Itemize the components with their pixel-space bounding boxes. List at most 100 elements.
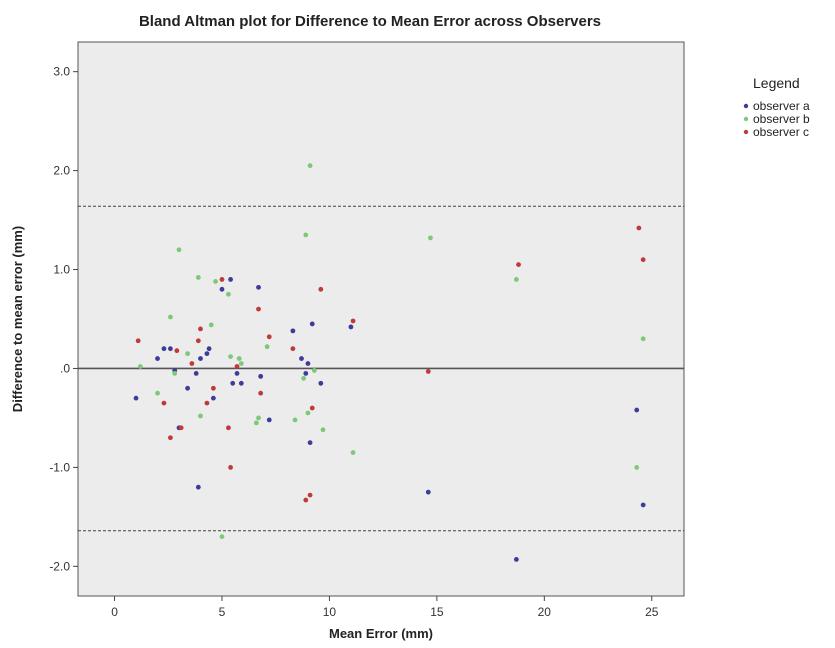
x-tick-label: 5: [219, 605, 226, 619]
data-point: [195, 484, 201, 490]
data-point: [307, 163, 313, 169]
data-point: [189, 361, 195, 366]
data-point: [198, 356, 203, 361]
data-point: [516, 262, 521, 267]
data-point: [264, 344, 270, 350]
data-point: [303, 497, 309, 503]
data-point: [292, 417, 298, 423]
data-point: [195, 338, 201, 344]
data-point: [168, 314, 173, 320]
data-point: [425, 489, 431, 495]
data-point: [198, 413, 203, 419]
data-point: [640, 257, 646, 263]
data-point: [219, 277, 225, 282]
data-point: [219, 286, 225, 292]
x-tick-label: 0: [111, 605, 118, 619]
data-point: [213, 279, 218, 284]
data-point: [318, 380, 324, 386]
data-point: [318, 286, 324, 292]
data-point: [155, 356, 160, 361]
data-point: [303, 232, 309, 238]
data-point: [168, 346, 173, 352]
data-point: [266, 334, 272, 340]
data-point: [176, 247, 182, 253]
data-point: [303, 371, 309, 376]
data-point: [636, 225, 642, 231]
data-point: [226, 291, 231, 297]
data-point: [307, 492, 313, 498]
data-point: [238, 380, 244, 386]
data-points: [133, 163, 646, 562]
legend-marker: [743, 103, 749, 109]
y-axis-label: Difference to mean error (mm): [10, 226, 25, 412]
data-point: [208, 322, 214, 328]
data-point: [168, 435, 173, 441]
series-observer-b: [137, 163, 646, 540]
y-tick-label: 1.0: [53, 263, 70, 277]
data-point: [228, 277, 233, 282]
data-point: [253, 420, 259, 426]
plot-area: [77, 41, 685, 597]
data-point: [172, 371, 178, 376]
data-point: [161, 346, 167, 352]
legend-label: observer a: [753, 99, 810, 113]
data-point: [256, 415, 261, 421]
data-point: [256, 306, 261, 312]
y-tick-label: 2.0: [53, 164, 70, 178]
data-point: [210, 395, 216, 401]
data-point: [234, 364, 240, 369]
x-tick-label: 25: [645, 605, 659, 619]
data-point: [309, 321, 315, 327]
x-axis: 0 5 10 15 20 25: [111, 596, 659, 619]
data-point: [238, 361, 244, 366]
data-point: [210, 385, 216, 391]
data-point: [230, 380, 236, 386]
data-point: [204, 400, 210, 406]
x-axis-label: Mean Error (mm): [329, 626, 433, 641]
data-point: [320, 427, 326, 433]
data-point: [634, 464, 640, 470]
data-point: [309, 405, 315, 411]
data-point: [174, 348, 180, 354]
data-point: [428, 235, 433, 241]
data-point: [266, 417, 272, 423]
y-tick-label: 3.0: [53, 65, 70, 79]
data-point: [185, 385, 190, 391]
x-tick-label: 10: [323, 605, 337, 619]
reference-lines: [78, 205, 684, 532]
legend-title: Legend: [753, 75, 800, 91]
y-axis: -2.0 -1.0 .0 1.0 2.0 3.0: [49, 65, 78, 573]
data-point: [350, 450, 356, 455]
data-point: [204, 351, 210, 357]
data-point: [513, 277, 519, 282]
data-point: [206, 346, 212, 352]
y-tick-label: .0: [60, 361, 70, 375]
data-point: [513, 556, 519, 562]
legend-marker: [743, 129, 749, 135]
data-point: [161, 400, 167, 406]
data-point: [133, 395, 139, 401]
y-tick-label: -1.0: [49, 460, 70, 474]
data-point: [640, 336, 646, 342]
data-point: [290, 346, 296, 352]
data-point: [305, 361, 311, 366]
series-observer-c: [135, 225, 646, 503]
data-point: [258, 373, 264, 379]
data-point: [137, 364, 143, 369]
x-tick-label: 20: [538, 605, 552, 619]
legend-label: observer b: [753, 112, 810, 126]
data-point: [640, 502, 646, 508]
data-point: [305, 410, 311, 416]
x-tick-label: 15: [430, 605, 444, 619]
data-point: [258, 390, 264, 396]
data-point: [290, 328, 296, 334]
chart-title: Bland Altman plot for Difference to Mean…: [139, 13, 601, 30]
data-point: [299, 356, 304, 361]
data-point: [228, 354, 233, 359]
data-point: [228, 464, 233, 470]
data-point: [307, 440, 313, 446]
data-point: [234, 371, 240, 376]
data-point: [155, 390, 160, 396]
data-point: [236, 356, 242, 361]
